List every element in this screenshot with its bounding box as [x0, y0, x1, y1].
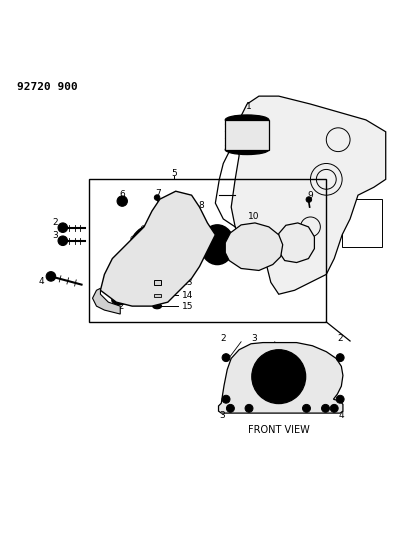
Circle shape [117, 196, 127, 206]
Bar [342, 199, 382, 247]
Text: 7: 7 [155, 189, 161, 198]
Circle shape [222, 354, 230, 361]
Text: 1: 1 [246, 101, 252, 110]
Text: 4: 4 [38, 277, 44, 286]
Circle shape [322, 405, 330, 413]
Circle shape [302, 405, 310, 413]
Circle shape [128, 223, 188, 282]
Polygon shape [231, 96, 386, 294]
Text: 13: 13 [182, 278, 193, 287]
Text: 8: 8 [199, 200, 204, 209]
Circle shape [285, 231, 308, 255]
Text: 5: 5 [171, 169, 177, 178]
Ellipse shape [112, 296, 127, 304]
Text: 12: 12 [114, 302, 125, 311]
Polygon shape [93, 288, 120, 314]
Text: FRONT VIEW: FRONT VIEW [248, 425, 310, 435]
Text: 4: 4 [338, 410, 344, 419]
Ellipse shape [204, 229, 230, 261]
Bar [89, 179, 326, 322]
Circle shape [154, 195, 160, 200]
Ellipse shape [225, 115, 269, 125]
Circle shape [222, 395, 230, 403]
Circle shape [260, 358, 298, 395]
Circle shape [252, 350, 306, 403]
Ellipse shape [238, 229, 270, 263]
Bar [154, 280, 161, 285]
Ellipse shape [225, 144, 269, 155]
Circle shape [46, 272, 56, 281]
Circle shape [336, 354, 344, 361]
Polygon shape [219, 343, 343, 413]
Text: 2: 2 [337, 334, 343, 343]
Text: 3: 3 [251, 334, 257, 343]
Text: 11: 11 [297, 227, 308, 236]
Circle shape [58, 236, 67, 246]
Text: 2: 2 [221, 334, 226, 343]
Circle shape [336, 395, 344, 403]
Polygon shape [225, 223, 283, 270]
Circle shape [58, 223, 67, 232]
Ellipse shape [200, 225, 234, 264]
Text: 15: 15 [182, 302, 193, 311]
Text: 92720 900: 92720 900 [17, 82, 78, 92]
Text: 14: 14 [182, 291, 193, 300]
Text: 10: 10 [248, 213, 259, 222]
Circle shape [245, 405, 253, 413]
Circle shape [306, 197, 312, 203]
Text: 6: 6 [119, 190, 125, 199]
Polygon shape [101, 191, 215, 306]
Text: 3: 3 [219, 410, 225, 419]
Text: 2: 2 [52, 217, 58, 227]
Ellipse shape [153, 304, 162, 309]
Bar [154, 294, 161, 296]
Circle shape [330, 405, 338, 413]
Text: 9: 9 [308, 191, 313, 200]
Circle shape [227, 405, 234, 413]
Polygon shape [278, 223, 314, 263]
Bar [225, 120, 269, 150]
Text: 3: 3 [52, 231, 58, 240]
